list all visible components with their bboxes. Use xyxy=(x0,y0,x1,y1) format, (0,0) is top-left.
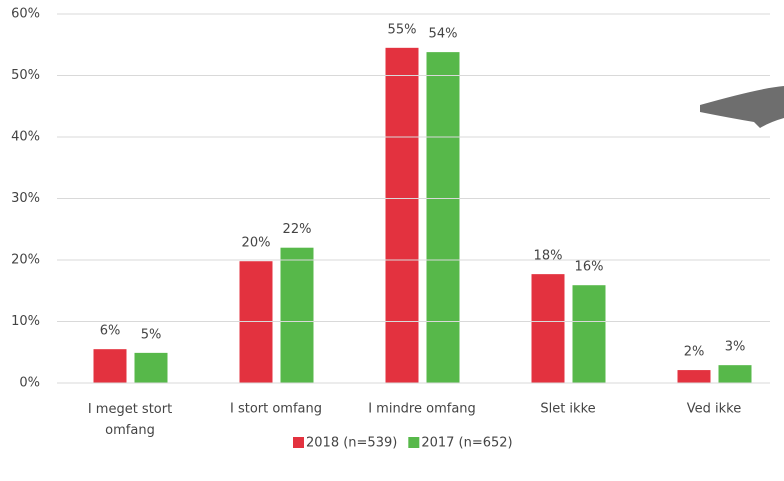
bar xyxy=(386,48,419,383)
legend-label: 2017 (n=652) xyxy=(421,436,512,451)
chart: 2017 (n=652) 2018 (n=539) 3% 2% Ved ikke 16% 1… xyxy=(0,0,784,481)
y-tick-label: 20% xyxy=(11,253,40,268)
bar xyxy=(532,274,565,383)
x-tick-label: Ved ikke xyxy=(687,402,741,417)
data-label: 54% xyxy=(429,27,458,42)
data-label: 20% xyxy=(242,236,271,251)
legend-label: 2018 (n=539) xyxy=(306,436,397,451)
y-tick-label: 50% xyxy=(11,68,40,83)
y-tick-label: 60% xyxy=(11,7,40,22)
data-label: 2% xyxy=(684,345,705,360)
x-tick-label: I mindre omfang xyxy=(368,402,476,417)
data-label: 5% xyxy=(141,327,162,342)
data-label: 22% xyxy=(283,222,312,237)
y-tick-label: 40% xyxy=(11,130,40,145)
bar xyxy=(94,349,127,383)
y-tick-label: 0% xyxy=(19,376,40,391)
data-label: 16% xyxy=(575,260,604,275)
bar xyxy=(135,353,168,383)
data-label: 18% xyxy=(534,249,563,264)
y-tick-label: 10% xyxy=(11,314,40,329)
bar xyxy=(719,365,752,383)
x-tick-label: I stort omfang xyxy=(230,402,322,417)
bar xyxy=(281,248,314,383)
data-label: 3% xyxy=(725,340,746,355)
x-tick-label: Slet ikke xyxy=(540,402,595,417)
data-label: 6% xyxy=(100,324,121,339)
bar xyxy=(427,52,460,383)
legend-swatch xyxy=(293,437,304,448)
y-tick-label: 30% xyxy=(11,191,40,206)
page: 2017 (n=652) 2018 (n=539) 3% 2% Ved ikke 16% 1… xyxy=(0,0,784,481)
decoration xyxy=(700,86,784,128)
bar xyxy=(573,285,606,383)
bar xyxy=(678,370,711,383)
legend-swatch xyxy=(408,437,419,448)
bar xyxy=(240,261,273,383)
data-label: 55% xyxy=(388,22,417,37)
